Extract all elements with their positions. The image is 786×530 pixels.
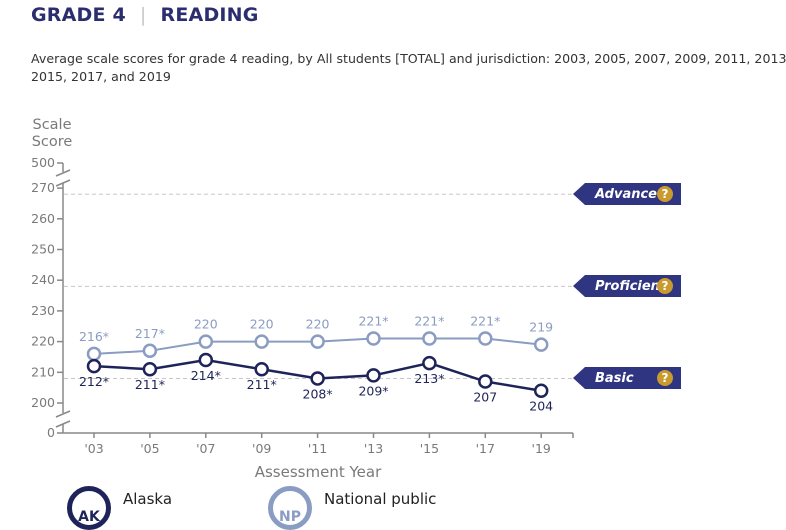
x-tick-label: '05 [140,441,159,456]
national-public-legend-label: National public [324,490,437,508]
x-tick-label: '11 [308,441,327,456]
chart-subtitle: Average scale scores for grade 4 reading… [31,51,786,84]
y-tick-label: 240 [31,272,55,287]
national-public-data-label: 221* [470,314,500,329]
national-public-point [422,331,437,346]
y-tick-label: 270 [31,180,55,195]
legend-item-alaska: AK Alaska [67,486,172,530]
y-tick-label: 500 [31,155,55,170]
alaska-point [142,361,158,377]
alaska-data-label: 213* [414,371,444,386]
grade-title: GRADE 4 [31,4,126,26]
alaska-point [310,371,325,386]
y-tick-label: 250 [31,242,55,257]
axis-break-mark [55,169,71,177]
national-public-point [478,331,493,346]
x-tick-label: '17 [476,441,495,456]
achievement-level-label: Proficient [595,278,667,294]
y-axis-title: Scale [32,117,71,133]
alaska-data-label: 207 [473,390,497,405]
question-icon[interactable]: ? [657,278,673,295]
alaska-point [198,352,214,368]
alaska-point [478,374,493,389]
header-separator: | [139,4,147,26]
national-public-data-label: 220 [194,317,218,332]
national-public-data-label: 220 [250,317,274,332]
alaska-data-label: 204 [529,399,553,414]
alaska-legend-marker: AK [67,486,111,530]
national-public-point [86,346,102,362]
national-public-data-label: 216* [79,329,109,344]
x-tick-label: '09 [252,441,271,456]
y-axis-title-line2: Score [32,134,73,150]
y-tick-label: 0 [47,425,55,440]
y-tick-label: 260 [31,211,55,226]
national-public-point [254,334,269,349]
alaska-legend-label: Alaska [123,490,173,508]
achievement-level-proficient: Proficient? [573,275,681,298]
page-header: GRADE 4 | READING [31,4,259,26]
achievement-level-advanced: Advanced? [573,183,681,206]
national-public-point [198,334,214,349]
alaska-point [86,358,102,374]
alaska-data-label: 211* [247,377,277,392]
x-tick-label: '19 [532,441,551,456]
x-tick-label: '07 [196,441,215,456]
axis-break-mark [55,410,71,418]
x-tick-label: '15 [420,441,439,456]
alaska-point [422,355,437,371]
question-icon[interactable]: ? [657,370,673,387]
achievement-level-basic: Basic? [573,367,681,390]
subject-title: READING [160,4,259,26]
national-public-data-label: 217* [135,326,165,341]
national-public-point [533,337,549,352]
y-tick-label: 210 [31,364,55,379]
national-public-data-label: 219 [529,320,553,335]
alaska-point [366,368,381,383]
x-tick-label: '13 [364,441,383,456]
y-tick-label: 200 [31,395,55,410]
x-axis-title: Assessment Year [255,463,382,481]
alaska-data-label: 209* [358,383,388,398]
achievement-level-label: Basic [595,370,634,386]
alaska-point [533,383,549,398]
legend-item-national-public: NP National public [268,486,436,530]
national-public-data-label: 221* [358,314,388,329]
alaska-point [254,361,269,377]
y-tick-label: 220 [31,334,55,349]
axis-break-mark [55,179,71,187]
alaska-data-label: 211* [135,377,165,392]
national-public-legend-marker: NP [268,486,312,530]
national-public-data-label: 220 [306,317,330,332]
national-public-point [310,334,325,349]
question-icon[interactable]: ? [657,186,673,203]
alaska-data-label: 214* [191,368,221,383]
achievement-level-label: Advanced [595,186,667,202]
alaska-data-label: 208* [303,386,333,401]
national-public-point [366,331,381,346]
national-public-data-label: 221* [414,314,444,329]
alaska-data-label: 212* [79,374,109,389]
axis-break-mark [55,420,71,428]
x-tick-label: '03 [84,441,103,456]
national-public-point [142,343,158,359]
y-tick-label: 230 [31,303,55,318]
